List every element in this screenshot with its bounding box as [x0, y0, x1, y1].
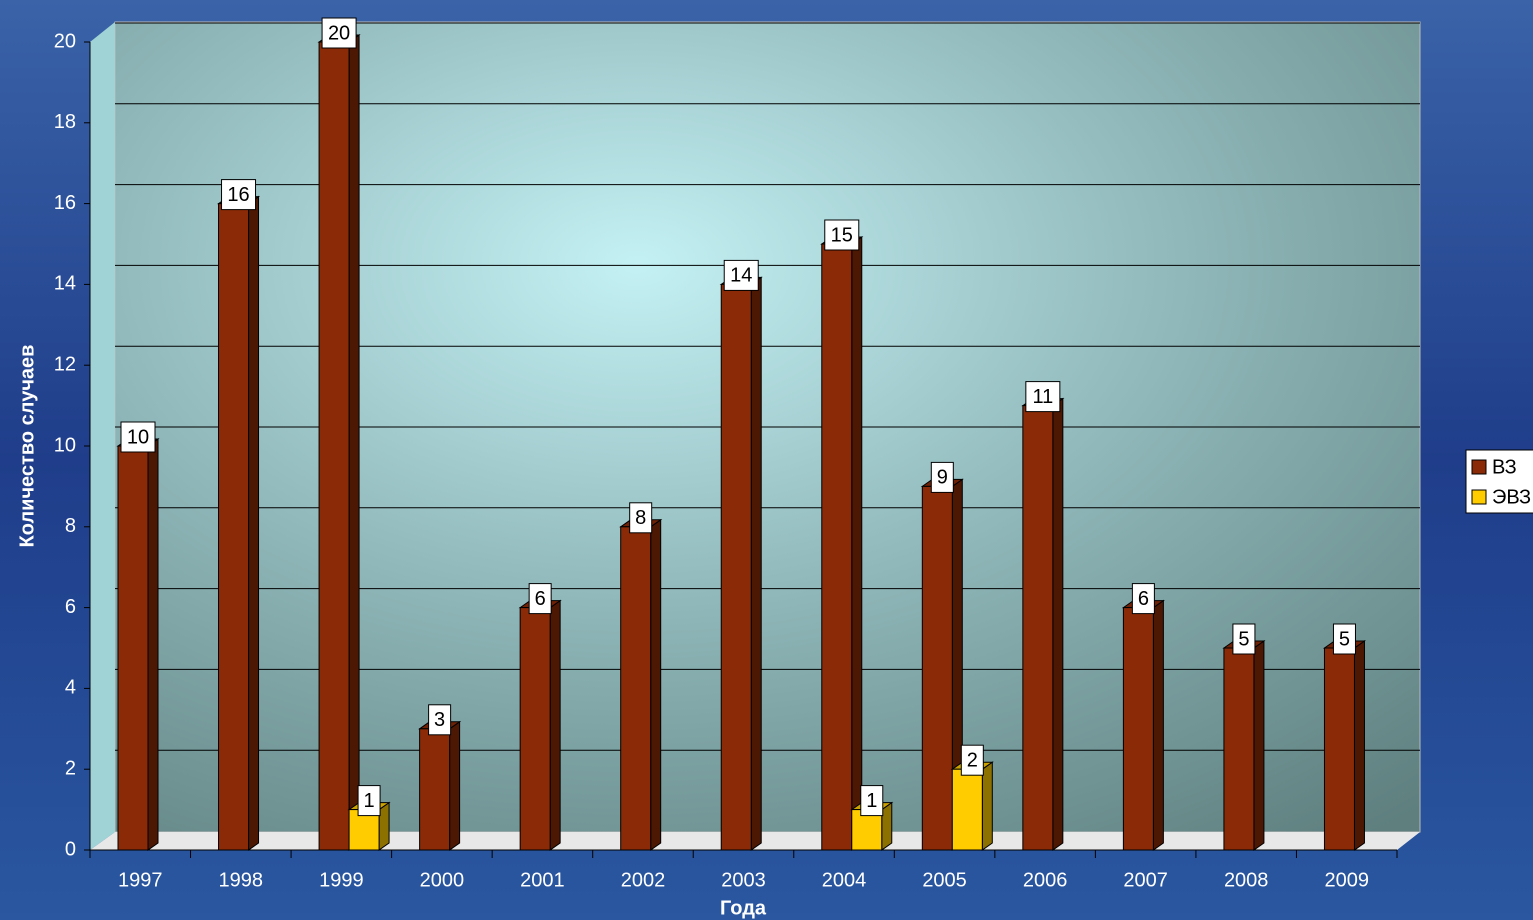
bar	[218, 203, 250, 851]
x-tick-label: 2002	[621, 869, 666, 891]
value-label: 16	[227, 184, 249, 206]
bar	[821, 243, 853, 851]
bar	[951, 768, 983, 851]
bar	[720, 283, 752, 851]
bar-side	[248, 195, 260, 851]
x-tick-label: 2009	[1324, 869, 1369, 891]
y-axis-title: Количество случаев	[16, 345, 38, 548]
legend-label: ВЗ	[1492, 456, 1517, 478]
y-tick-label: 20	[54, 30, 76, 52]
value-label-box	[824, 219, 860, 251]
y-tick-label: 14	[54, 273, 76, 295]
bar-side	[147, 438, 159, 851]
bar-side	[348, 34, 360, 851]
y-tick-label: 0	[65, 838, 76, 860]
value-label-box	[1332, 623, 1356, 655]
x-tick-label: 2000	[420, 869, 465, 891]
value-label-box	[221, 179, 257, 211]
y-tick-label: 2	[65, 757, 76, 779]
legend-swatch	[1471, 459, 1487, 475]
value-label-box	[428, 704, 452, 736]
y-tick-label: 10	[54, 434, 76, 456]
value-label: 10	[127, 426, 149, 448]
bar	[851, 809, 883, 851]
value-label-box	[120, 421, 156, 453]
y-tick-label: 6	[65, 596, 76, 618]
side-wall	[90, 22, 115, 850]
bar	[921, 485, 953, 851]
bar-side	[750, 276, 762, 851]
value-label-box	[1025, 381, 1061, 413]
bar	[117, 445, 149, 851]
value-label: 20	[328, 22, 350, 44]
value-label: 5	[1339, 628, 1350, 650]
bar	[1323, 647, 1355, 851]
value-label-box	[321, 17, 357, 49]
bar-side	[1353, 640, 1365, 851]
value-label-box	[528, 583, 552, 615]
bar-side	[1253, 640, 1265, 851]
bar-side	[549, 599, 561, 851]
bar-side	[1052, 397, 1064, 851]
x-tick-label: 2008	[1224, 869, 1269, 891]
bar-side	[851, 236, 863, 851]
value-label-box	[960, 744, 984, 776]
y-tick-label: 18	[54, 111, 76, 133]
y-tick-label: 16	[54, 192, 76, 214]
value-label: 5	[1238, 628, 1249, 650]
x-tick-label: 2004	[822, 869, 867, 891]
value-label: 14	[730, 265, 752, 287]
x-tick-label: 2006	[1023, 869, 1068, 891]
x-tick-label: 2003	[721, 869, 766, 891]
bar-side	[650, 518, 662, 851]
value-label: 3	[434, 709, 445, 731]
bar-side	[449, 720, 461, 851]
bar	[620, 526, 652, 851]
x-tick-label: 2001	[520, 869, 565, 891]
value-label: 8	[635, 507, 646, 529]
value-label: 2	[967, 749, 978, 771]
y-tick-label: 12	[54, 353, 76, 375]
value-label: 1	[866, 790, 877, 812]
bar	[519, 607, 551, 851]
bar-side	[1152, 599, 1164, 851]
x-tick-label: 2005	[922, 869, 967, 891]
bar	[1122, 607, 1154, 851]
value-label: 15	[831, 224, 853, 246]
value-label-box	[930, 461, 954, 493]
y-tick-label: 8	[65, 515, 76, 537]
value-label: 6	[535, 588, 546, 610]
legend-swatch	[1471, 489, 1487, 505]
bar	[1223, 647, 1255, 851]
value-label-box	[1131, 583, 1155, 615]
value-label: 9	[937, 467, 948, 489]
value-label-box	[629, 502, 653, 534]
x-tick-label: 1997	[118, 869, 163, 891]
bar	[318, 41, 350, 851]
value-label-box	[723, 259, 759, 291]
value-label-box	[357, 785, 381, 817]
value-label-box	[1232, 623, 1256, 655]
x-tick-label: 2007	[1123, 869, 1168, 891]
value-label: 6	[1138, 588, 1149, 610]
value-label: 11	[1032, 386, 1053, 408]
y-tick-label: 4	[65, 677, 76, 699]
bar	[1022, 405, 1054, 851]
bar	[419, 728, 451, 851]
x-axis-title: Года	[720, 897, 767, 919]
x-tick-label: 1999	[319, 869, 364, 891]
legend-label: ЭВЗ	[1492, 486, 1531, 508]
x-tick-label: 1998	[219, 869, 264, 891]
value-label-box	[860, 785, 884, 817]
value-label: 1	[364, 790, 375, 812]
